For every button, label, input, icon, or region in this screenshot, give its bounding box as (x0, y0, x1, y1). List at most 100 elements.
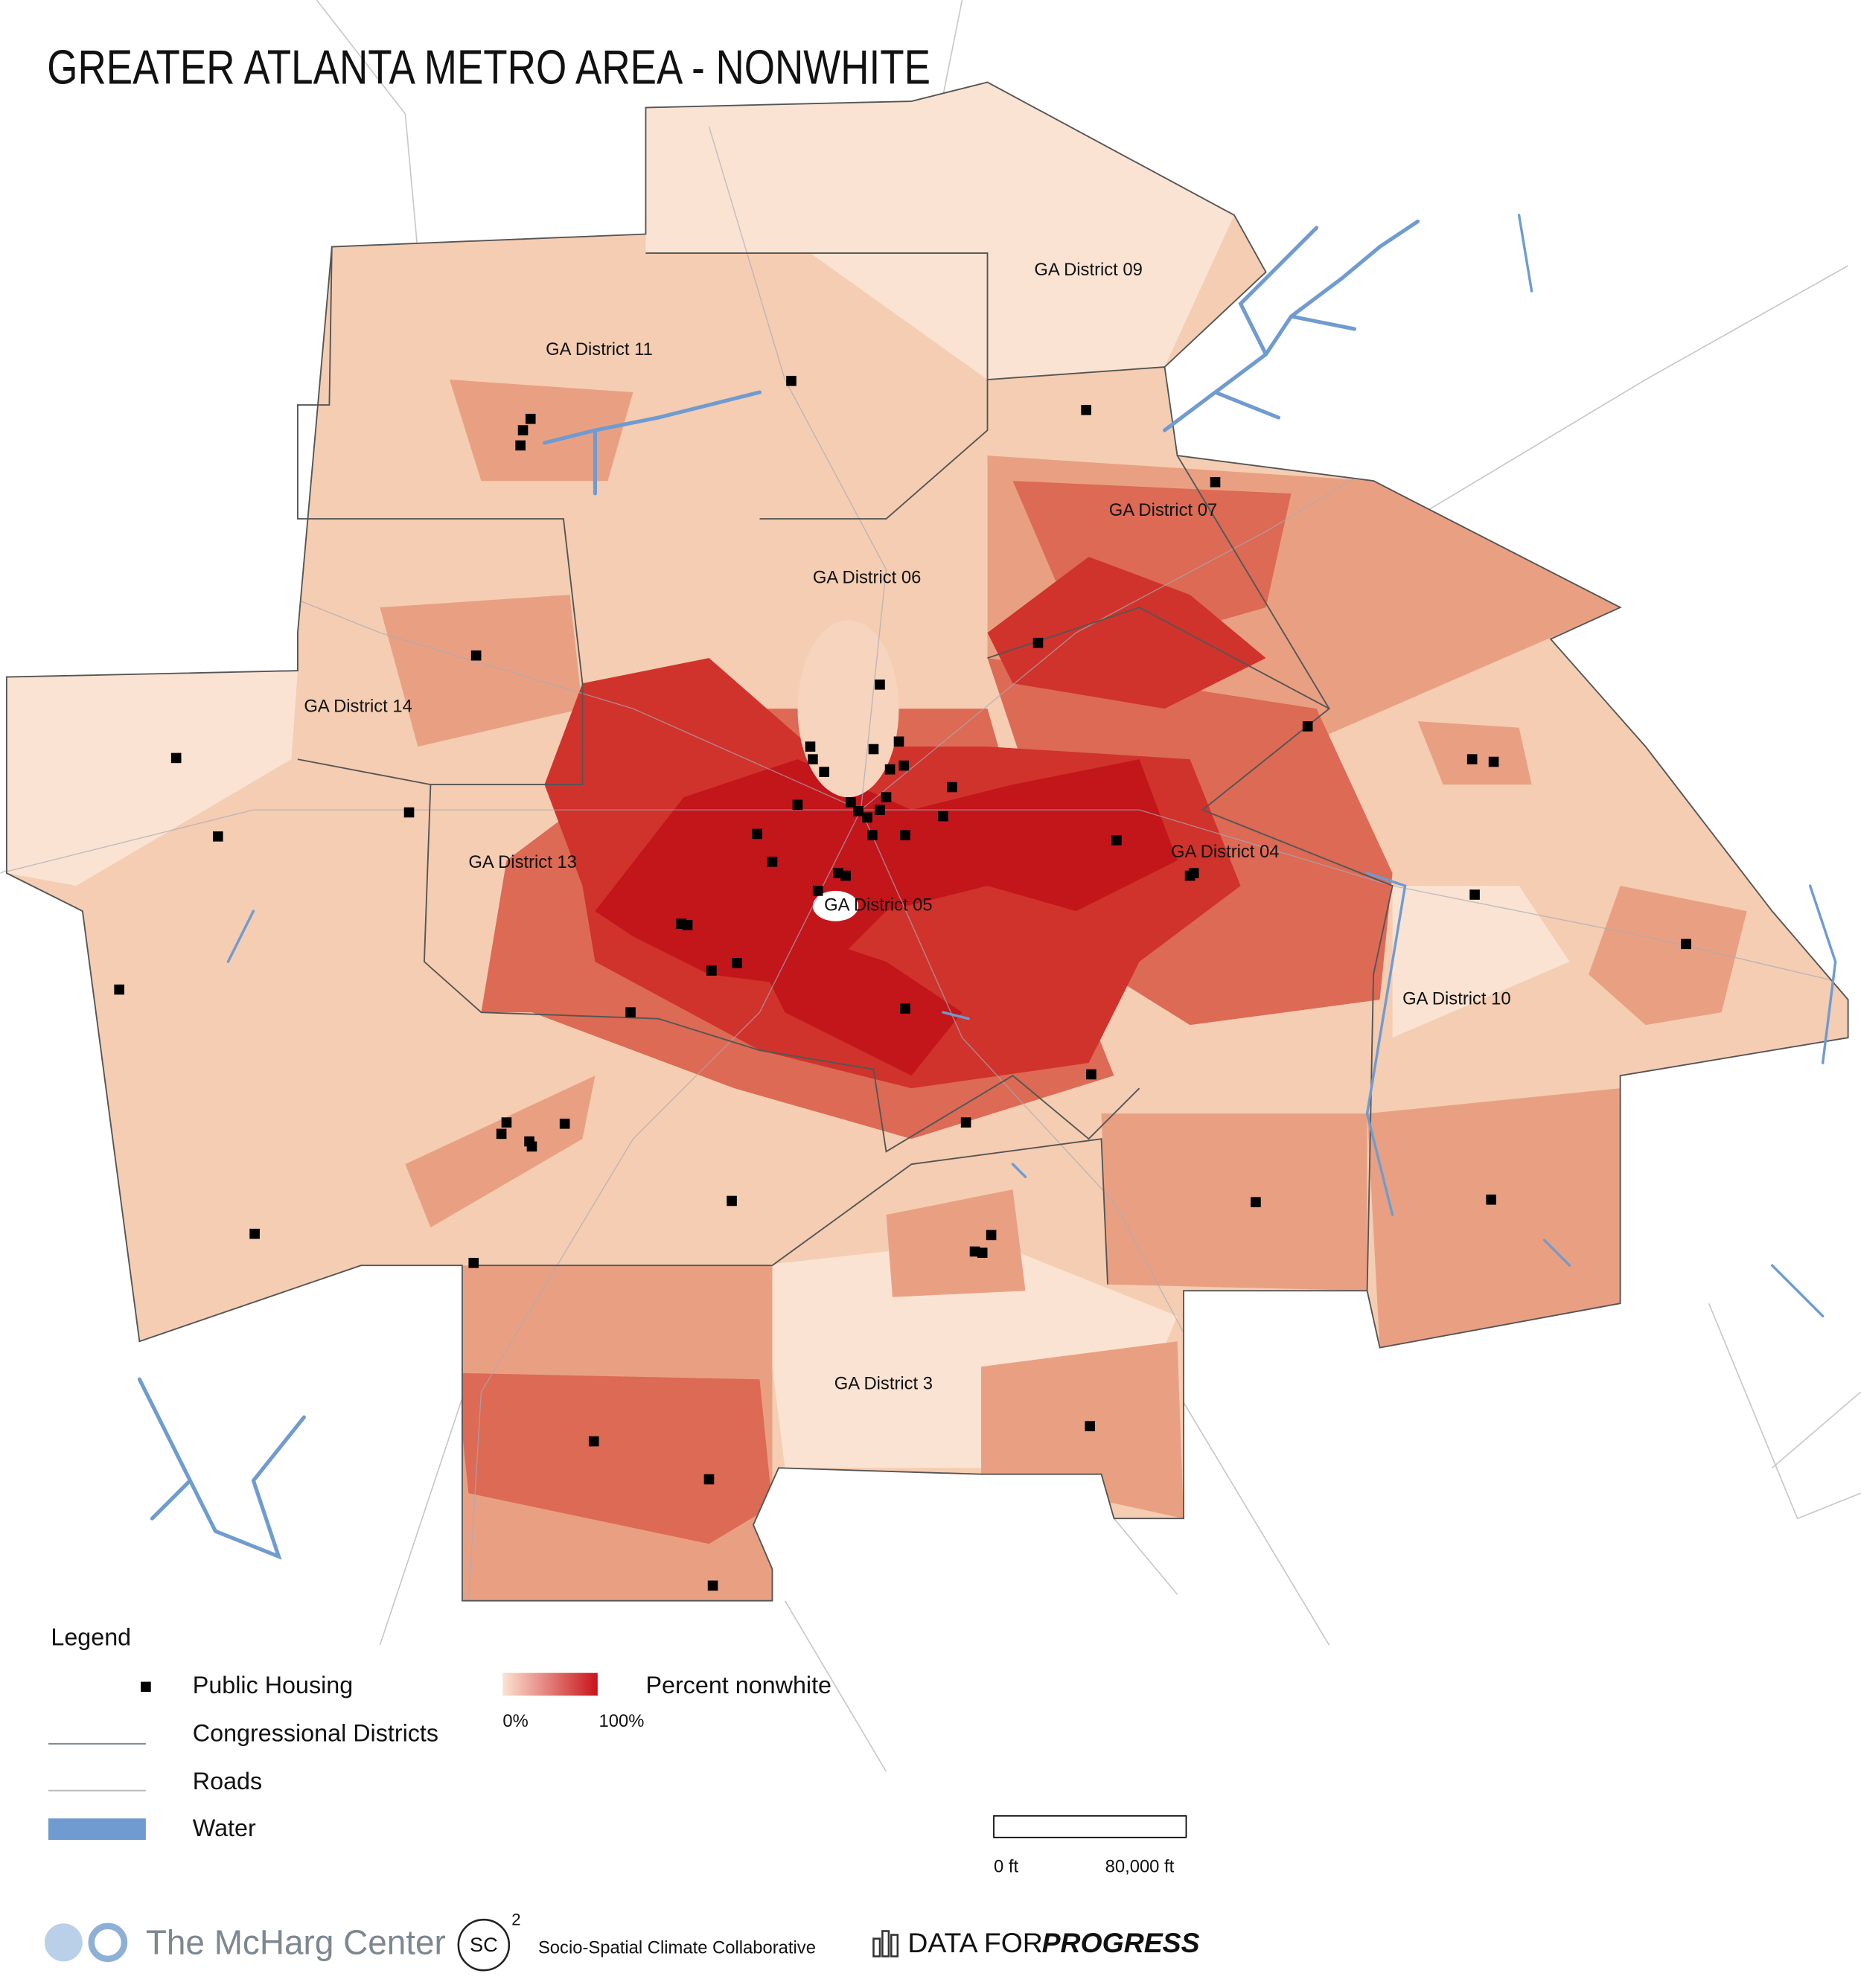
public-housing-point (1085, 1421, 1096, 1431)
public-housing-point (1086, 1069, 1097, 1080)
public-housing-point (884, 764, 896, 775)
public-housing-point (559, 1118, 570, 1129)
public-housing-point (403, 807, 415, 818)
tracts-highest (595, 759, 1178, 1076)
public-housing-point (875, 805, 885, 815)
public-housing-point (526, 1141, 537, 1152)
public-housing-point (812, 886, 823, 896)
public-housing-point (468, 1257, 479, 1268)
scale-bar: 0 ft 80,000 ft (993, 1815, 1187, 1877)
public-housing-point (866, 830, 878, 840)
public-housing-point (1486, 1194, 1496, 1205)
sc-logo-text: SC (470, 1933, 498, 1956)
public-housing-point (1469, 889, 1480, 900)
legend-housing-symbol (141, 1681, 151, 1693)
public-housing-point (767, 857, 778, 867)
public-housing-point (862, 812, 872, 823)
dfp-name-bold: PROGRESS (1042, 1927, 1200, 1958)
public-housing-point (1210, 476, 1221, 488)
public-housing-point (1111, 835, 1122, 846)
public-housing-point (727, 1195, 737, 1206)
public-housing-point (986, 1230, 997, 1241)
public-housing-point (898, 760, 910, 771)
public-housing-point (840, 870, 851, 881)
district-label: GA District 10 (1402, 988, 1510, 1009)
public-housing-point (1081, 405, 1091, 415)
district-label: GA District 14 (304, 697, 412, 717)
dfp-name: DATA FOR (907, 1927, 1042, 1958)
water (137, 214, 1837, 1560)
district-label: GA District 04 (1171, 842, 1279, 862)
public-housing-point (1251, 1197, 1261, 1207)
public-housing-point (846, 797, 856, 808)
public-housing-point (805, 741, 816, 752)
public-housing-point (881, 792, 892, 802)
district-label: GA District 09 (1034, 260, 1142, 280)
public-housing-points (114, 375, 1691, 1591)
public-housing-point (1681, 939, 1691, 950)
district-label: GA District 05 (824, 895, 932, 915)
public-housing-point (1302, 721, 1313, 732)
legend-title: Legend (51, 1623, 131, 1650)
legend-item: Water (193, 1815, 256, 1841)
district-label: GA District 13 (468, 852, 576, 872)
mcharg-logo-dot (44, 1923, 83, 1962)
public-housing-point (706, 965, 717, 976)
public-housing-point (1184, 870, 1196, 881)
sc-name: Socio-Spatial Climate Collaborative (538, 1938, 816, 1958)
public-housing-point (1488, 756, 1499, 767)
sc-logo-sup: 2 (511, 1911, 520, 1929)
public-housing-point (868, 744, 879, 755)
mcharg-logo-ring (88, 1923, 128, 1963)
scale-start: 0 ft (994, 1857, 1018, 1877)
scale-bar-rect (993, 1815, 1187, 1838)
public-housing-point (703, 1474, 715, 1485)
public-housing-point (249, 1228, 260, 1239)
legend-gradient-max: 100% (599, 1711, 645, 1731)
public-housing-point (833, 868, 843, 878)
public-housing-point (819, 767, 829, 777)
district-label: GA District 3 (834, 1373, 933, 1393)
public-housing-point (808, 754, 818, 764)
public-housing-point (707, 1580, 718, 1591)
public-housing-point (792, 799, 803, 811)
public-housing-point (786, 375, 797, 386)
north-core (797, 620, 899, 798)
public-housing-point (501, 1117, 512, 1128)
public-housing-point (525, 413, 536, 424)
mcharg-name: The McHarg Center (146, 1923, 446, 1961)
public-housing-point (470, 650, 482, 661)
public-housing-point (1032, 637, 1044, 648)
map-title: GREATER ATLANTA METRO AREA - NONWHITE (47, 40, 930, 94)
legend-gradient (502, 1672, 598, 1696)
public-housing-point (900, 1003, 910, 1014)
public-housing-point (960, 1117, 971, 1128)
public-housing-point (517, 425, 529, 435)
public-housing-point (893, 736, 904, 747)
legend-gradient-label: Percent nonwhite (645, 1672, 831, 1698)
legend-item: Congressional Districts (193, 1719, 438, 1746)
public-housing-point (682, 920, 693, 930)
public-housing-point (875, 680, 885, 690)
legend-gradient-min: 0% (502, 1711, 528, 1731)
public-housing-point (947, 782, 957, 793)
dfp-icon (872, 1930, 899, 1957)
city-core-gap (812, 890, 859, 921)
district-label: GA District 06 (813, 567, 921, 587)
legend-item: Roads (193, 1768, 262, 1794)
public-housing-point (625, 1007, 636, 1017)
public-housing-point (588, 1436, 599, 1447)
public-housing-point (900, 830, 910, 840)
public-housing-point (752, 828, 762, 840)
congressional-districts (5, 81, 1849, 1602)
district-labels: GA District 09 GA District 11 GA Distric… (304, 260, 1510, 1393)
public-housing-point (496, 1128, 507, 1140)
public-housing-point (853, 806, 864, 816)
district-label: GA District 11 (546, 339, 653, 359)
public-housing-point (515, 440, 526, 451)
public-housing-point (977, 1247, 988, 1258)
district-label: GA District 07 (1109, 500, 1217, 520)
public-housing-point (732, 958, 742, 968)
sc-logo-ring (457, 1918, 511, 1972)
